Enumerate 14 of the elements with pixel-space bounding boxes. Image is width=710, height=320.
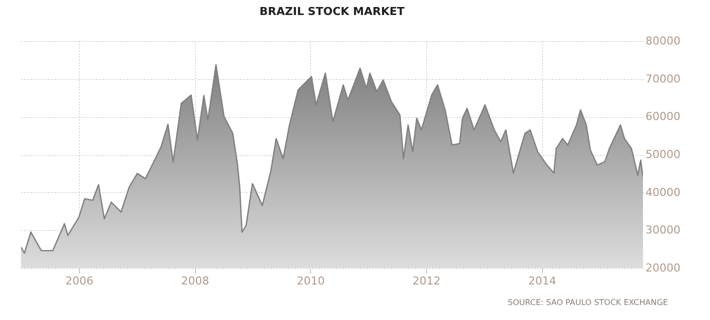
x-tick-label: 2008 [181,274,210,288]
y-tick-label: 80000 [646,34,680,48]
x-tick-label: 2006 [65,274,94,288]
y-tick-label: 20000 [646,262,680,274]
x-tick-label: 2014 [528,274,556,288]
x-tick-label: 2012 [412,274,441,288]
y-tick-label: 30000 [646,224,680,237]
y-tick-label: 40000 [646,186,680,199]
y-tick-label: 60000 [646,110,680,124]
y-tick-label: 70000 [646,72,680,86]
chart-title: BRAZIL STOCK MARKET [260,5,405,18]
y-tick-label: 50000 [646,148,680,161]
source-note: SOURCE: SAO PAULO STOCK EXCHANGE [508,298,668,307]
x-tick-label: 2010 [296,274,325,288]
